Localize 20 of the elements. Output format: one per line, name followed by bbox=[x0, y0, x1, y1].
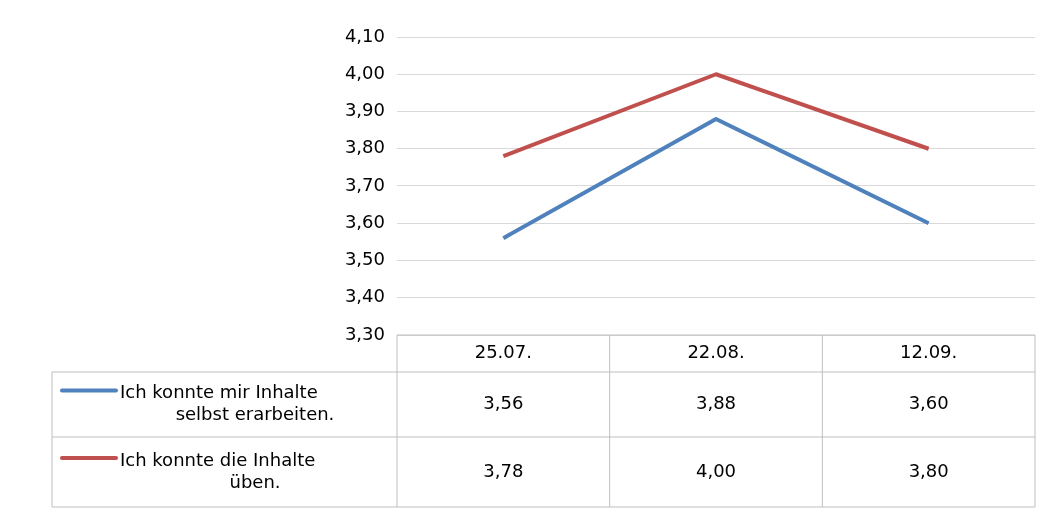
data-label: 3,60 bbox=[908, 392, 949, 414]
x-tick-label: 25.07. bbox=[474, 341, 532, 363]
y-tick-label: 3,90 bbox=[344, 99, 385, 121]
data-label: 4,00 bbox=[695, 459, 737, 481]
y-tick-label: 3,50 bbox=[344, 248, 385, 270]
legend-label: Ich konnte die Inhalte üben. bbox=[120, 448, 316, 492]
y-tick-label: 3,80 bbox=[344, 136, 385, 158]
y-tick-label: 3,60 bbox=[344, 210, 385, 232]
y-tick-label: 4,10 bbox=[344, 24, 385, 46]
data-label: 3,78 bbox=[483, 459, 524, 481]
legend-label: Ich konnte mir Inhalte selbst erarbeiten. bbox=[120, 381, 335, 425]
y-tick-label: 3,70 bbox=[344, 173, 385, 195]
y-tick-label: 3,30 bbox=[344, 322, 385, 344]
x-tick-label: 12.09. bbox=[900, 341, 958, 363]
y-tick-label: 3,40 bbox=[344, 285, 385, 307]
data-label: 3,88 bbox=[695, 392, 737, 414]
data-label: 3,80 bbox=[908, 459, 949, 481]
data-label: 3,56 bbox=[483, 392, 524, 414]
x-tick-label: 22.08. bbox=[687, 341, 745, 363]
y-tick-label: 4,00 bbox=[344, 61, 385, 83]
